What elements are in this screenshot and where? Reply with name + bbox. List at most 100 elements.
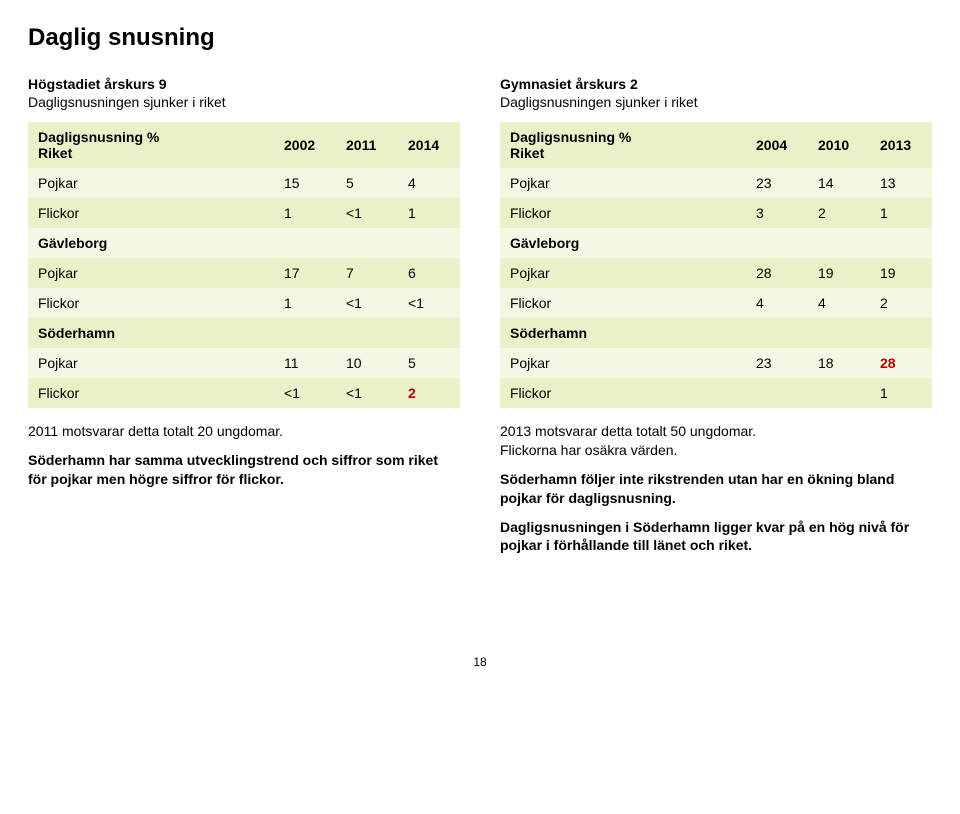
row-cell (808, 318, 870, 348)
row-cell: 1 (274, 198, 336, 228)
table-header-y3: 2013 (870, 122, 932, 168)
row-cell: 23 (746, 348, 808, 378)
row-cell: 14 (808, 168, 870, 198)
two-column-layout: Högstadiet årskurs 9 Dagligsnusningen sj… (28, 76, 932, 565)
table-row: Flickor1<11 (28, 198, 460, 228)
left-table: Dagligsnusning %Riket 2002 2011 2014 Poj… (28, 122, 460, 408)
right-note: 2013 motsvarar detta totalt 50 ungdomar.… (500, 422, 932, 460)
row-cell (746, 378, 808, 408)
table-row: Pojkar1554 (28, 168, 460, 198)
row-label: Pojkar (28, 348, 274, 378)
row-cell: 2 (870, 288, 932, 318)
row-cell: 2 (808, 198, 870, 228)
row-cell: <1 (336, 378, 398, 408)
table-row: Pojkar11105 (28, 348, 460, 378)
row-cell: 18 (808, 348, 870, 378)
row-cell: 5 (336, 168, 398, 198)
row-cell (808, 228, 870, 258)
table-header-y1: 2002 (274, 122, 336, 168)
row-label: Flickor (28, 288, 274, 318)
table-row: Flickor 1 (500, 378, 932, 408)
left-subtext: Dagligsnusningen sjunker i riket (28, 94, 460, 110)
table-row: Pojkar1776 (28, 258, 460, 288)
row-cell: 17 (274, 258, 336, 288)
row-cell: <1 (336, 288, 398, 318)
right-table: Dagligsnusning %Riket 2004 2010 2013 Poj… (500, 122, 932, 408)
row-cell (274, 318, 336, 348)
table-row: Söderhamn (28, 318, 460, 348)
row-label: Pojkar (500, 168, 746, 198)
row-cell: 23 (746, 168, 808, 198)
table-header-label: Dagligsnusning %Riket (500, 122, 746, 168)
row-cell: <1 (336, 198, 398, 228)
table-header-row: Dagligsnusning %Riket 2004 2010 2013 (500, 122, 932, 168)
row-cell: 11 (274, 348, 336, 378)
row-cell: 4 (746, 288, 808, 318)
left-note: 2011 motsvarar detta totalt 20 ungdomar. (28, 422, 460, 441)
row-cell: 4 (398, 168, 460, 198)
row-cell: 28 (746, 258, 808, 288)
table-row: Pojkar231413 (500, 168, 932, 198)
row-label: Pojkar (500, 258, 746, 288)
row-cell: 1 (870, 378, 932, 408)
table-row: Flickor442 (500, 288, 932, 318)
row-label: Flickor (500, 288, 746, 318)
table-row: Flickor1<1<1 (28, 288, 460, 318)
row-cell: 1 (274, 288, 336, 318)
row-cell (398, 318, 460, 348)
table-row: Flickor<1<12 (28, 378, 460, 408)
left-column: Högstadiet årskurs 9 Dagligsnusningen sj… (28, 76, 460, 565)
right-para2: Dagligsnusningen i Söderhamn ligger kvar… (500, 518, 932, 556)
row-cell: 4 (808, 288, 870, 318)
row-label: Gävleborg (500, 228, 746, 258)
table-header-y3: 2014 (398, 122, 460, 168)
page-number: 18 (28, 655, 932, 669)
table-header-row: Dagligsnusning %Riket 2002 2011 2014 (28, 122, 460, 168)
row-label: Flickor (500, 378, 746, 408)
right-heading: Gymnasiet årskurs 2 (500, 76, 932, 92)
left-para1: Söderhamn har samma utvecklingstrend och… (28, 451, 460, 489)
row-cell: 6 (398, 258, 460, 288)
page-title: Daglig snusning (28, 24, 932, 52)
row-cell (336, 318, 398, 348)
row-cell: 13 (870, 168, 932, 198)
row-label: Flickor (28, 378, 274, 408)
right-column: Gymnasiet årskurs 2 Dagligsnusningen sju… (500, 76, 932, 565)
row-cell: 2 (398, 378, 460, 408)
row-cell: 1 (398, 198, 460, 228)
row-cell: 10 (336, 348, 398, 378)
row-cell (808, 378, 870, 408)
row-cell: <1 (274, 378, 336, 408)
row-cell (336, 228, 398, 258)
row-label: Flickor (500, 198, 746, 228)
right-subtext: Dagligsnusningen sjunker i riket (500, 94, 932, 110)
row-label: Pojkar (28, 258, 274, 288)
table-row: Gävleborg (28, 228, 460, 258)
left-heading: Högstadiet årskurs 9 (28, 76, 460, 92)
table-header-y1: 2004 (746, 122, 808, 168)
row-label: Pojkar (28, 168, 274, 198)
row-cell: 19 (808, 258, 870, 288)
row-cell: 15 (274, 168, 336, 198)
row-cell (870, 318, 932, 348)
right-para1: Söderhamn följer inte rikstrenden utan h… (500, 470, 932, 508)
row-label: Pojkar (500, 348, 746, 378)
row-cell: 28 (870, 348, 932, 378)
table-row: Söderhamn (500, 318, 932, 348)
row-cell: 3 (746, 198, 808, 228)
row-cell (870, 228, 932, 258)
table-row: Pojkar281919 (500, 258, 932, 288)
row-cell: 19 (870, 258, 932, 288)
row-cell: 1 (870, 198, 932, 228)
row-label: Söderhamn (28, 318, 274, 348)
row-cell (274, 228, 336, 258)
row-label: Söderhamn (500, 318, 746, 348)
row-label: Gävleborg (28, 228, 274, 258)
row-cell: <1 (398, 288, 460, 318)
row-cell (746, 228, 808, 258)
table-row: Pojkar231828 (500, 348, 932, 378)
row-cell: 5 (398, 348, 460, 378)
row-cell (746, 318, 808, 348)
table-header-label: Dagligsnusning %Riket (28, 122, 274, 168)
table-row: Gävleborg (500, 228, 932, 258)
